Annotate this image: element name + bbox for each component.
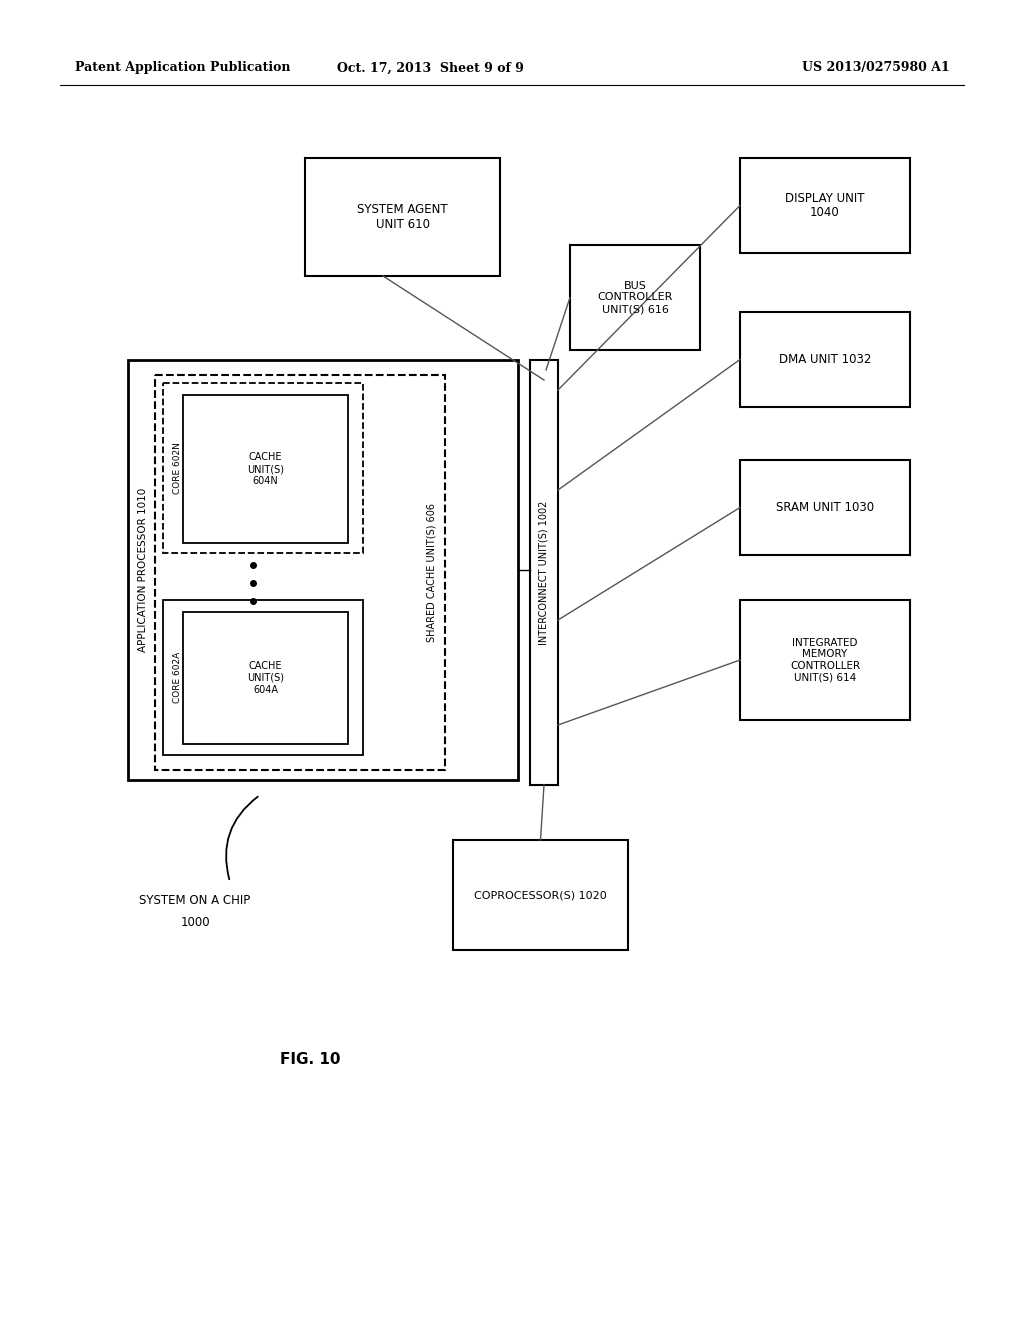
Bar xyxy=(453,840,628,950)
Bar xyxy=(183,395,348,543)
Bar xyxy=(740,158,910,253)
Bar xyxy=(128,360,518,780)
Bar xyxy=(155,375,445,770)
Text: APPLICATION PROCESSOR 1010: APPLICATION PROCESSOR 1010 xyxy=(138,488,148,652)
Text: Patent Application Publication: Patent Application Publication xyxy=(75,62,291,74)
Text: SYSTEM ON A CHIP: SYSTEM ON A CHIP xyxy=(139,894,251,907)
Bar xyxy=(183,612,348,744)
Text: DMA UNIT 1032: DMA UNIT 1032 xyxy=(779,352,871,366)
Text: Oct. 17, 2013  Sheet 9 of 9: Oct. 17, 2013 Sheet 9 of 9 xyxy=(337,62,523,74)
Text: US 2013/0275980 A1: US 2013/0275980 A1 xyxy=(802,62,950,74)
Text: COPROCESSOR(S) 1020: COPROCESSOR(S) 1020 xyxy=(474,890,607,900)
Bar xyxy=(163,601,362,755)
Text: INTERCONNECT UNIT(S) 1002: INTERCONNECT UNIT(S) 1002 xyxy=(539,500,549,644)
Text: INTEGRATED
MEMORY
CONTROLLER
UNIT(S) 614: INTEGRATED MEMORY CONTROLLER UNIT(S) 614 xyxy=(790,638,860,682)
Bar xyxy=(740,601,910,719)
Text: CORE 602N: CORE 602N xyxy=(172,442,181,494)
Bar xyxy=(740,459,910,554)
Text: SHARED CACHE UNIT(S) 606: SHARED CACHE UNIT(S) 606 xyxy=(427,503,437,642)
Text: SYSTEM AGENT
UNIT 610: SYSTEM AGENT UNIT 610 xyxy=(357,203,447,231)
Text: CACHE
UNIT(S)
604A: CACHE UNIT(S) 604A xyxy=(247,661,284,694)
Bar xyxy=(305,158,500,276)
Bar xyxy=(530,360,558,785)
Text: 1000: 1000 xyxy=(180,916,210,928)
Bar xyxy=(570,246,700,350)
Text: CORE 602A: CORE 602A xyxy=(172,652,181,704)
Text: BUS
CONTROLLER
UNIT(S) 616: BUS CONTROLLER UNIT(S) 616 xyxy=(597,281,673,314)
Text: CACHE
UNIT(S)
604N: CACHE UNIT(S) 604N xyxy=(247,453,284,486)
Text: DISPLAY UNIT
1040: DISPLAY UNIT 1040 xyxy=(785,191,864,219)
Bar xyxy=(740,312,910,407)
Text: FIG. 10: FIG. 10 xyxy=(280,1052,340,1068)
Text: SRAM UNIT 1030: SRAM UNIT 1030 xyxy=(776,502,874,513)
Bar xyxy=(163,383,362,553)
